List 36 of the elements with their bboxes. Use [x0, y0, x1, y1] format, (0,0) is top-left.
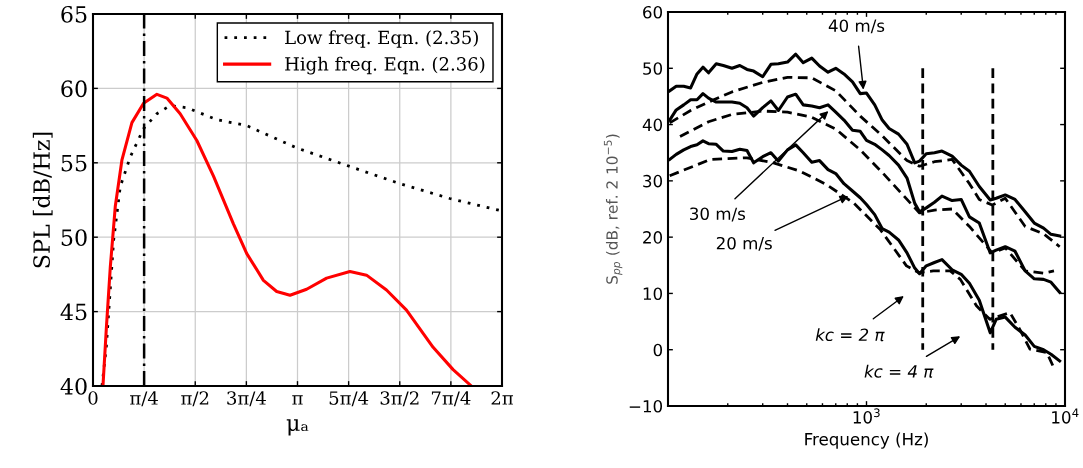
y-tick-label: 10	[643, 287, 663, 300]
annotation: kc = 2 π	[815, 328, 885, 342]
y-tick-label: 40	[60, 377, 87, 395]
x-tick-label: 5π/4	[329, 391, 369, 407]
y-tick-label: 0	[653, 343, 663, 357]
y-tick-label: 50	[61, 229, 87, 246]
legend-label: Low freq. Eqn. (2.35)	[285, 30, 478, 48]
x-axis-title: Frequency (Hz)	[805, 432, 928, 449]
x-tick-label: π	[292, 395, 303, 405]
y-axis-title: S$_{pp}$ (dB, ref. 2 10$^{−5}$)	[603, 134, 623, 284]
x-tick-label: 7π/4	[431, 391, 471, 407]
y-tick-label: 30	[643, 174, 663, 188]
x-axis-title: μₐ	[286, 419, 309, 436]
y-axis-title: SPL [dB/Hz]	[32, 132, 53, 268]
x-tick-label: 10$^{4}$	[1052, 408, 1079, 424]
x-tick-label: 10$^{3}$	[853, 408, 880, 424]
x-tick-label: 3π/4	[227, 391, 266, 407]
x-tick-label: 0	[88, 391, 98, 405]
y-tick-label: 50	[643, 62, 663, 75]
annotation: kc = 4 π	[864, 364, 934, 378]
y-tick-label: 20	[643, 231, 663, 244]
x-tick-label: 2π	[491, 391, 514, 405]
y-tick-label: 40	[642, 118, 663, 132]
y-tick-label: 65	[61, 5, 87, 23]
y-tick-label: 45	[60, 303, 87, 321]
annotation: 40 m/s	[828, 19, 885, 34]
y-tick-label: 60	[61, 80, 87, 98]
legend-label: High freq. Eqn. (2.36)	[285, 56, 485, 75]
x-tick-label: π/2	[181, 391, 209, 407]
annotation: 30 m/s	[690, 207, 746, 222]
x-tick-label: 3π/2	[380, 391, 419, 407]
y-tick-label: −10	[629, 399, 663, 413]
y-tick-label: 55	[61, 155, 87, 172]
annotation: 20 m/s	[716, 236, 772, 251]
x-tick-label: π/4	[130, 391, 158, 407]
y-tick-label: 60	[643, 5, 663, 19]
